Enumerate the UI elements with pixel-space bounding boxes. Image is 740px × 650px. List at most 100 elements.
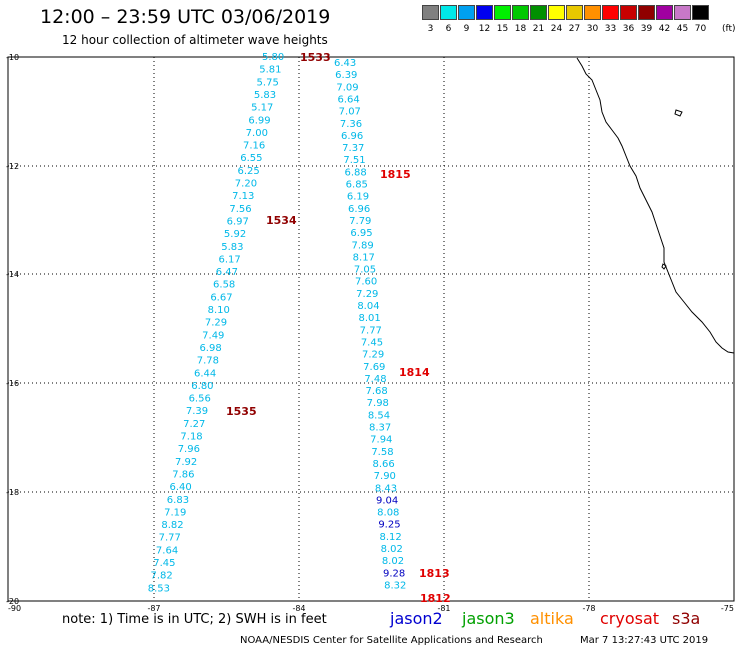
wave-height-value: 8.82 <box>161 520 183 531</box>
wave-height-value: 6.98 <box>199 343 221 354</box>
wave-height-value: 6.40 <box>170 482 192 493</box>
wave-height-value: 6.67 <box>210 292 232 303</box>
wave-height-value: 6.64 <box>337 94 359 105</box>
wave-height-value: 6.25 <box>238 166 260 177</box>
legend-label: 30 <box>586 24 599 34</box>
legend-label: 45 <box>676 24 689 34</box>
wave-height-value: 7.86 <box>172 469 194 480</box>
time-label: 1813 <box>419 567 450 580</box>
wave-height-value: 7.18 <box>180 432 202 443</box>
legend-label: 12 <box>478 24 491 34</box>
wave-height-value: 6.96 <box>348 204 370 215</box>
legend-swatch <box>494 5 511 20</box>
wave-height-value: 8.12 <box>379 532 401 543</box>
legend-swatch <box>512 5 529 20</box>
time-labels: 1533 1534 1535 1815 1814 1813 1812 <box>226 51 451 605</box>
wave-height-value: 8.10 <box>208 305 230 316</box>
legend-label: 36 <box>622 24 635 34</box>
wave-height-value: 7.07 <box>339 107 361 118</box>
wave-height-value: 7.92 <box>175 457 197 468</box>
wave-height-value: 8.08 <box>377 508 399 519</box>
wave-height-value: 6.95 <box>350 228 372 239</box>
wave-height-value: 5.75 <box>257 77 279 88</box>
wave-height-value: 7.29 <box>356 289 378 300</box>
grid-lines <box>8 57 734 601</box>
wave-height-value: 9.04 <box>376 495 398 506</box>
legend-label: 33 <box>604 24 617 34</box>
wave-height-value: 7.64 <box>156 545 178 556</box>
wave-height-value: 6.43 <box>334 58 356 69</box>
wave-height-value: 7.29 <box>205 318 227 329</box>
wave-height-value: 6.47 <box>216 267 238 278</box>
wave-height-value: 7.13 <box>232 191 254 202</box>
lon-tick-label: -75 <box>721 604 734 613</box>
lat-tick-label: -10 <box>6 53 19 62</box>
legend-swatch <box>656 5 673 20</box>
wave-height-value: 7.77 <box>159 533 181 544</box>
legend-label: 21 <box>532 24 545 34</box>
wave-height-value: 7.78 <box>197 356 219 367</box>
wave-height-value: 7.16 <box>243 141 265 152</box>
legend-swatch <box>620 5 637 20</box>
wave-height-value: 5.92 <box>224 229 246 240</box>
lat-tick-label: -14 <box>6 270 19 279</box>
lat-tick-label: -16 <box>6 379 19 388</box>
legend-swatch <box>458 5 475 20</box>
map-frame <box>7 56 735 602</box>
credit-line: NOAA/NESDIS Center for Satellite Applica… <box>240 635 543 646</box>
wave-height-value: 5.80 <box>262 52 284 63</box>
wave-height-value: 7.98 <box>367 398 389 409</box>
time-label: 1535 <box>226 405 257 418</box>
wave-height-value: 7.29 <box>362 350 384 361</box>
wave-height-value: 7.82 <box>150 571 172 582</box>
legend-label: 27 <box>568 24 581 34</box>
wave-height-value: 7.00 <box>246 128 268 139</box>
wave-height-value: 7.51 <box>343 155 365 166</box>
time-label: 1534 <box>266 214 297 227</box>
legend-label: 24 <box>550 24 563 34</box>
wave-height-value: 6.39 <box>335 70 357 81</box>
satellite-jason2: jason2 <box>390 609 443 628</box>
lat-tick-label: -12 <box>6 162 19 171</box>
wave-height-value: 7.69 <box>363 362 385 373</box>
wave-height-value: 6.83 <box>167 495 189 506</box>
wave-height-value: 7.96 <box>178 444 200 455</box>
legend-swatch <box>440 5 457 20</box>
wave-height-value: 6.17 <box>218 254 240 265</box>
wave-height-value: 6.85 <box>346 180 368 191</box>
lon-tick-label: -90 <box>8 604 21 613</box>
wave-height-value: 8.37 <box>369 423 391 434</box>
legend-label: 6 <box>445 24 452 34</box>
time-label: 1814 <box>399 366 430 379</box>
legend-swatch <box>530 5 547 20</box>
legend-swatch <box>476 5 493 20</box>
legend-swatch <box>692 5 709 20</box>
wave-height-value: 9.28 <box>383 568 405 579</box>
wave-height-value: 7.20 <box>235 179 257 190</box>
satellite-cryosat: cryosat <box>600 609 660 628</box>
legend-label: 3 <box>427 24 434 34</box>
wave-height-value: 7.79 <box>349 216 371 227</box>
legend-swatch <box>674 5 691 20</box>
wave-height-value: 7.19 <box>164 507 186 518</box>
island-small <box>661 263 667 270</box>
wave-height-value: 6.44 <box>194 368 216 379</box>
wave-height-value: 8.53 <box>148 583 170 594</box>
lon-tick-label: -87 <box>147 604 160 613</box>
legend-swatch <box>638 5 655 20</box>
lon-tick-label: -81 <box>437 604 450 613</box>
wave-height-value: 6.55 <box>240 153 262 164</box>
wave-height-value: 6.99 <box>248 115 270 126</box>
wave-height-value: 6.19 <box>347 192 369 203</box>
wave-height-value: 7.94 <box>370 435 392 446</box>
wave-height-value: 7.45 <box>361 337 383 348</box>
wave-height-value: 8.02 <box>382 556 404 567</box>
legend-swatch <box>548 5 565 20</box>
legend-label: 18 <box>514 24 527 34</box>
wave-height-value: 8.54 <box>368 410 390 421</box>
legend-swatch <box>602 5 619 20</box>
legend-label: 15 <box>496 24 509 34</box>
wave-height-value: 7.09 <box>336 82 358 93</box>
generated-timestamp: Mar 7 13:27:43 UTC 2019 <box>580 635 709 646</box>
wave-height-value: 7.68 <box>365 386 387 397</box>
